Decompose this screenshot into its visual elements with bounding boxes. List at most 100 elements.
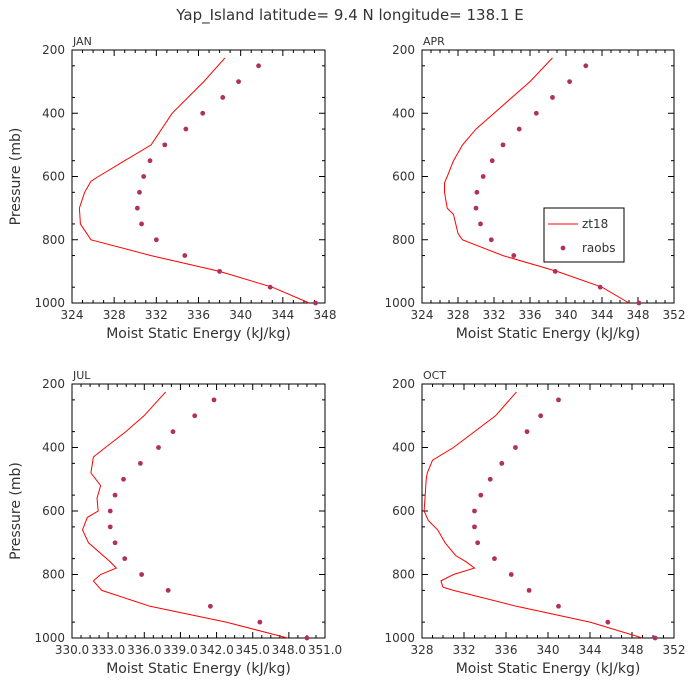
x-tick-label: 352	[663, 308, 686, 322]
data-point-raobs	[488, 237, 494, 243]
panel-title: JUL	[72, 369, 91, 382]
data-point-raobs	[508, 572, 514, 577]
data-point-raobs	[156, 445, 161, 450]
x-axis-label: Moist Static Energy (kJ/kg)	[106, 326, 291, 342]
plot-frame	[421, 383, 675, 639]
data-point-raobs	[516, 126, 522, 132]
y-tick-label: 400	[42, 106, 65, 120]
x-tick-label: 348	[627, 308, 650, 322]
legend: zt18 raobs	[543, 207, 625, 263]
y-tick-label: 200	[392, 377, 415, 391]
data-point-raobs	[121, 476, 126, 482]
data-point-raobs	[220, 95, 226, 100]
data-point-raobs	[474, 189, 480, 195]
data-point-raobs	[500, 142, 506, 148]
x-tick-label: 340	[537, 643, 560, 657]
data-point-raobs	[165, 587, 171, 593]
series-line-zt18	[78, 57, 310, 304]
x-tick-label: 328	[447, 308, 470, 322]
panel-title: JAN	[72, 35, 92, 48]
plot-frame	[421, 49, 675, 304]
data-point-raobs	[499, 460, 505, 466]
data-point-raobs	[162, 142, 168, 148]
series-line-zt18	[81, 391, 288, 639]
y-tick-label: 800	[42, 568, 65, 582]
data-point-raobs	[492, 556, 497, 562]
y-tick-label: 1000	[384, 296, 415, 310]
data-point-raobs	[597, 284, 603, 290]
data-point-raobs	[636, 300, 642, 306]
x-tick-label: 352	[663, 643, 686, 657]
x-tick-label: 328	[411, 643, 434, 657]
y-tick-label: 400	[392, 106, 415, 120]
x-tick-label: 336	[495, 643, 518, 657]
legend-entry-model: zt18	[582, 217, 608, 231]
x-tick-label: 332	[145, 308, 168, 322]
x-tick-label: 333.0	[91, 643, 125, 657]
y-tick-label: 600	[392, 170, 415, 184]
y-tick-label: 400	[42, 441, 65, 455]
y-tick-label: 600	[392, 504, 415, 518]
data-point-raobs	[552, 268, 558, 274]
legend-marker-swatch	[560, 245, 566, 251]
panel-jul: JUL 330.0 333.0 336.0 339.0 342.0 345.0 348.0 35…	[8, 369, 342, 677]
x-tick-label: 328	[103, 308, 126, 322]
data-point-raobs	[304, 635, 310, 641]
y-tick-label: 800	[42, 233, 65, 247]
data-point-raobs	[267, 284, 273, 290]
y-tick-label: 800	[392, 233, 415, 247]
data-point-raobs	[511, 253, 517, 258]
y-tick-label: 1000	[384, 631, 415, 645]
data-point-raobs	[538, 413, 544, 419]
data-point-raobs	[183, 126, 189, 132]
legend-box	[543, 207, 625, 263]
data-point-raobs	[526, 587, 532, 593]
data-point-raobs	[313, 300, 318, 306]
data-point-raobs	[192, 413, 198, 419]
data-point-raobs	[583, 63, 589, 69]
data-point-raobs	[217, 268, 222, 274]
x-axis-label: Moist Static Energy (kJ/kg)	[106, 661, 291, 677]
y-tick-label: 200	[42, 377, 65, 391]
y-tick-label: 200	[42, 43, 65, 57]
data-point-raobs	[170, 429, 176, 435]
data-point-raobs	[112, 492, 118, 498]
data-point-raobs	[141, 174, 147, 179]
data-point-raobs	[256, 63, 261, 69]
y-tick-label: 400	[392, 441, 415, 455]
data-point-raobs	[107, 508, 113, 514]
data-point-raobs	[137, 189, 142, 195]
x-tick-label: 344	[579, 643, 602, 657]
y-axis-label: Pressure (mb)	[8, 128, 24, 226]
legend-entry-obs: raobs	[582, 241, 616, 255]
data-point-raobs	[556, 397, 561, 403]
data-point-raobs	[153, 237, 159, 243]
x-tick-label: 345.0	[236, 643, 270, 657]
x-tick-label: 336	[519, 308, 542, 322]
data-point-raobs	[480, 174, 486, 179]
x-axis-label: Moist Static Energy (kJ/kg)	[456, 326, 641, 342]
data-point-raobs	[550, 95, 555, 100]
series-line-zt18	[444, 57, 630, 304]
data-point-raobs	[112, 540, 118, 546]
data-point-raobs	[524, 429, 530, 435]
data-point-raobs	[533, 110, 539, 116]
x-tick-label: 340	[229, 308, 252, 322]
plot-frame	[71, 49, 326, 304]
x-tick-label: 324	[411, 308, 434, 322]
data-point-raobs	[122, 556, 128, 562]
x-tick-label: 324	[61, 308, 84, 322]
panels: JAN 324 328 332 336 340 344 348 200 400 600 800 1000…	[8, 35, 685, 677]
data-point-raobs	[182, 253, 188, 258]
panel-title: OCT	[423, 369, 446, 382]
data-point-raobs	[211, 397, 217, 403]
data-point-raobs	[139, 221, 144, 227]
data-point-raobs	[475, 540, 481, 546]
panel-title: APR	[423, 35, 445, 48]
y-tick-label: 600	[42, 504, 65, 518]
x-tick-label: 339.0	[163, 643, 197, 657]
x-tick-label: 351.0	[308, 643, 342, 657]
x-tick-label: 340	[555, 308, 578, 322]
data-point-raobs	[478, 492, 484, 498]
x-tick-label: 336.0	[127, 643, 161, 657]
